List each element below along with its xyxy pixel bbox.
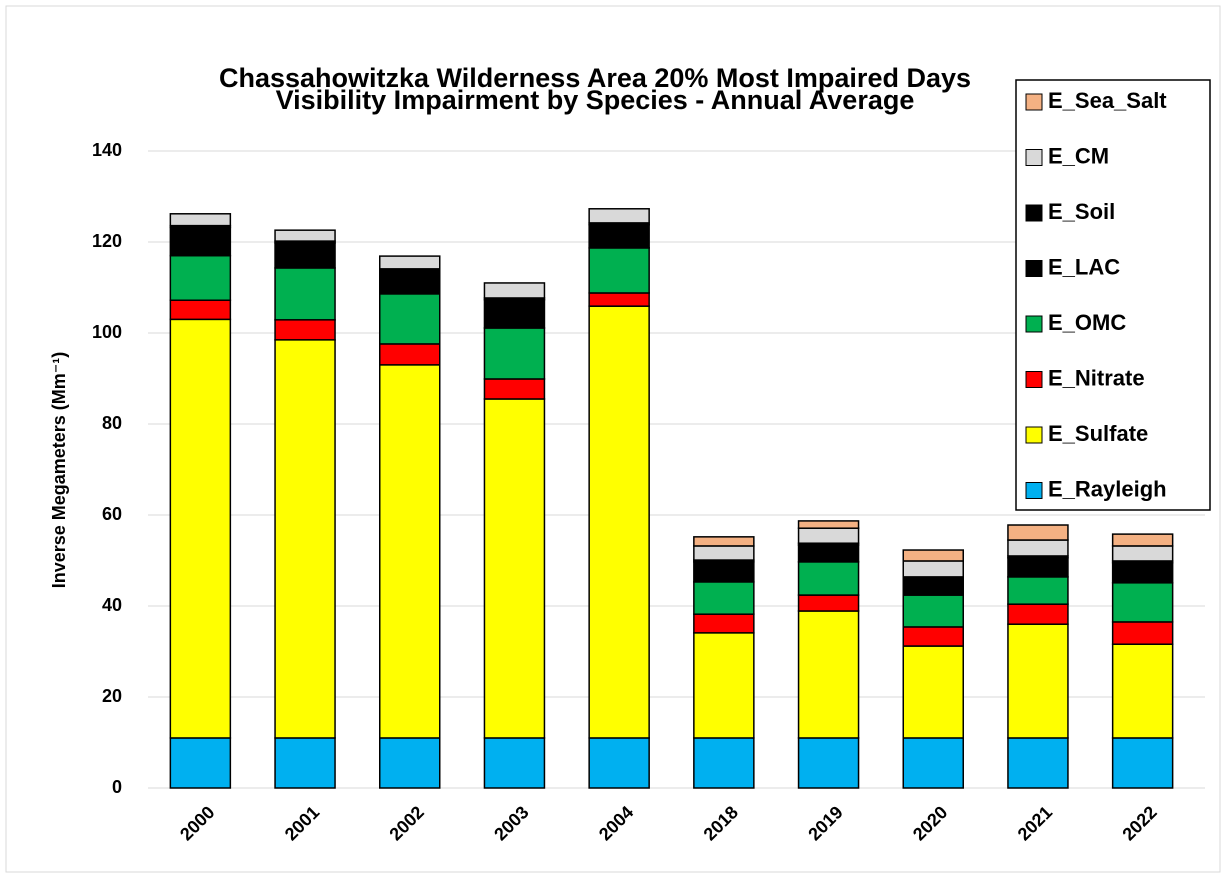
bar-segment bbox=[902, 577, 964, 596]
bar-segment bbox=[1111, 643, 1174, 739]
bar-segment bbox=[588, 208, 650, 224]
legend-box bbox=[1015, 79, 1211, 511]
bar-segment bbox=[902, 737, 964, 789]
bar-segment bbox=[169, 737, 232, 789]
legend-label: E_CM bbox=[1048, 143, 1109, 168]
y-tick-label: 0 bbox=[112, 777, 122, 797]
y-tick-label: 40 bbox=[102, 595, 122, 615]
bar-segment bbox=[379, 364, 441, 739]
legend-swatch bbox=[1025, 482, 1043, 499]
bar-segment bbox=[588, 223, 650, 249]
bar-segment bbox=[902, 594, 964, 628]
bar-segment bbox=[169, 213, 232, 227]
bar-segment bbox=[902, 626, 964, 647]
bar-segment bbox=[797, 610, 860, 739]
bar-segment bbox=[379, 343, 441, 366]
bar-segment bbox=[1007, 603, 1069, 625]
bar-segment bbox=[169, 254, 232, 301]
legend-swatch bbox=[1025, 315, 1043, 333]
bar-segment bbox=[902, 549, 964, 562]
bar-segment bbox=[1111, 737, 1174, 789]
legend-label: E_Sulfate bbox=[1048, 421, 1148, 446]
legend-label: E_LAC bbox=[1048, 254, 1120, 279]
bar-segment bbox=[274, 267, 336, 321]
bar-segment bbox=[588, 292, 650, 307]
bar-segment bbox=[483, 378, 546, 400]
bar-segment bbox=[379, 737, 441, 789]
bar-segment bbox=[274, 229, 336, 242]
bar-segment bbox=[274, 339, 336, 739]
bar-segment bbox=[1007, 557, 1069, 578]
legend-swatch bbox=[1025, 426, 1043, 444]
legend-label: E_Soil bbox=[1048, 199, 1115, 224]
chart-title: Chassahowitzka Wilderness Area 20% Most … bbox=[219, 63, 971, 93]
bar-segment bbox=[1111, 621, 1174, 645]
y-tick-label: 140 bbox=[92, 140, 122, 160]
bar-segment bbox=[274, 737, 336, 789]
bar-segment bbox=[1007, 524, 1069, 541]
bar-segment bbox=[483, 398, 546, 739]
bar-segment bbox=[1111, 545, 1174, 562]
bar-segment bbox=[379, 293, 441, 345]
bar-segment bbox=[1007, 539, 1069, 557]
bar-segment bbox=[1007, 623, 1069, 739]
bar-segment bbox=[169, 299, 232, 321]
bar-segment bbox=[693, 561, 755, 583]
legend-label: E_OMC bbox=[1048, 310, 1126, 335]
legend-swatch bbox=[1025, 93, 1043, 111]
bar-segment bbox=[379, 255, 441, 270]
y-axis-label: Inverse Megameters (Mm⁻¹) bbox=[49, 352, 69, 589]
y-tick-label: 100 bbox=[92, 322, 122, 342]
bar-segment bbox=[902, 560, 964, 578]
y-tick-label: 120 bbox=[92, 231, 122, 251]
bar-segment bbox=[169, 318, 232, 739]
bar-segment bbox=[588, 305, 650, 739]
bar-segment bbox=[588, 737, 650, 789]
bar-segment bbox=[1007, 576, 1069, 605]
legend-label: E_Nitrate bbox=[1048, 365, 1145, 390]
bar-segment bbox=[1111, 582, 1174, 623]
y-tick-label: 60 bbox=[102, 504, 122, 524]
bar-segment bbox=[797, 594, 860, 612]
bar-segment bbox=[693, 581, 755, 615]
bar-segment bbox=[797, 520, 860, 529]
bar-segment bbox=[588, 247, 650, 294]
bar-segment bbox=[1111, 562, 1174, 584]
bar-segment bbox=[693, 737, 755, 789]
bar-segment bbox=[797, 737, 860, 789]
bar-segment bbox=[693, 545, 755, 561]
legend-label: E_Sea_Salt bbox=[1048, 88, 1167, 113]
bar-segment bbox=[379, 269, 441, 295]
bar-segment bbox=[274, 242, 336, 269]
legend-label: E_Rayleigh bbox=[1048, 476, 1167, 501]
bar-segment bbox=[274, 319, 336, 341]
bar-segment bbox=[483, 737, 546, 789]
legend-swatch bbox=[1025, 371, 1043, 388]
bar-segment bbox=[483, 327, 546, 380]
bar-segment bbox=[693, 613, 755, 634]
chart-subtitle: Visibility Impairment by Species - Annua… bbox=[276, 85, 915, 115]
legend-swatch bbox=[1025, 204, 1043, 222]
bar-segment bbox=[902, 645, 964, 739]
legend-swatch bbox=[1025, 260, 1043, 277]
bar-segment bbox=[169, 226, 232, 257]
bar-segment bbox=[797, 561, 860, 596]
bar-segment bbox=[483, 299, 546, 329]
legend-swatch bbox=[1025, 149, 1043, 166]
y-tick-label: 80 bbox=[102, 413, 122, 433]
bar-segment bbox=[693, 632, 755, 739]
bar-segment bbox=[797, 544, 860, 563]
bar-segment bbox=[1007, 737, 1069, 789]
bar-segment bbox=[483, 282, 546, 299]
bar-segment bbox=[693, 536, 755, 547]
y-tick-label: 20 bbox=[102, 686, 122, 706]
bar-segment bbox=[797, 527, 860, 544]
bar-segment bbox=[1111, 533, 1174, 547]
